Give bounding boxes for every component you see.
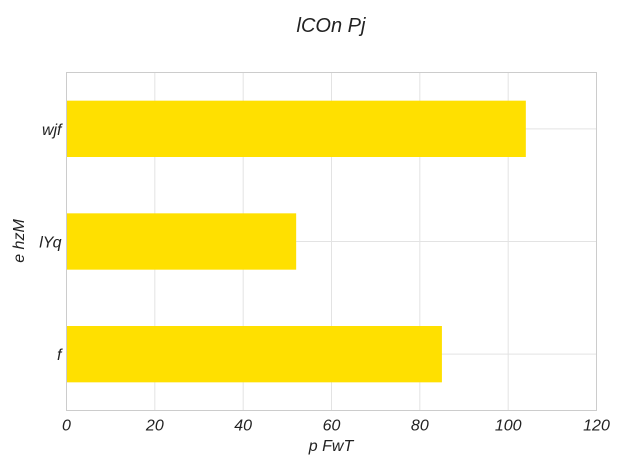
x-tick-labels: 0 20 40 60 80 100 120 [62, 418, 610, 435]
chart-title: lCOn Pj [297, 15, 366, 37]
x-tick-label: 40 [234, 418, 252, 435]
y-tick-labels: f lYq wjf [39, 122, 63, 364]
y-axis-label: e hzM [11, 219, 28, 263]
x-tick-label: 120 [583, 418, 610, 435]
x-tick-label: 100 [495, 418, 522, 435]
bar-f [66, 326, 442, 383]
x-tick-label: 0 [62, 418, 71, 435]
plot-frame [66, 72, 597, 411]
x-tick-label: 20 [145, 418, 164, 435]
bar-wjf [66, 100, 526, 157]
bars [66, 100, 526, 383]
bar-lYq [66, 213, 297, 270]
y-tick-label: wjf [42, 122, 63, 139]
x-tick-label: 80 [411, 418, 429, 435]
x-axis-label: p FwT [308, 438, 355, 455]
y-tick-label: lYq [39, 235, 61, 252]
y-tick-label: f [57, 347, 63, 364]
x-tick-label: 60 [323, 418, 341, 435]
